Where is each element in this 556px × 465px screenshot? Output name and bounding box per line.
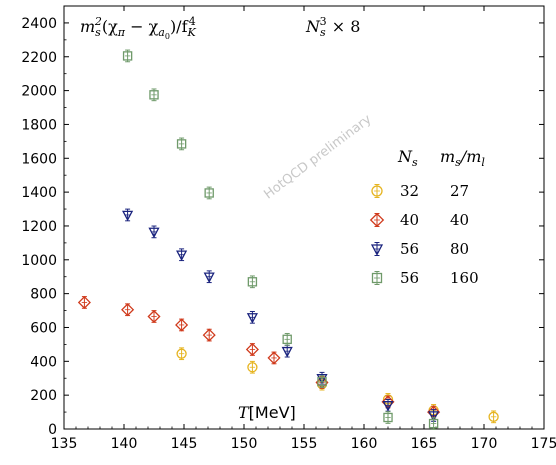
data-point [382, 398, 394, 412]
x-tick-label: 160 [351, 436, 378, 452]
data-point [122, 208, 134, 222]
watermark: HotQCD preliminary [261, 112, 374, 203]
x-tick-label: 155 [291, 436, 318, 452]
legend-header-ns: Ns [397, 147, 418, 169]
data-point [488, 410, 499, 424]
x-tick-label: 170 [471, 436, 498, 452]
legend: Ns ms/ml 32 27 40 40 56 80 56 160 [369, 147, 485, 287]
legend-ratio: 80 [450, 240, 469, 258]
data-point [175, 318, 189, 332]
data-point [247, 360, 258, 374]
y-tick-label: 2000 [21, 84, 57, 100]
legend-marker [371, 184, 383, 198]
x-tick-label: 140 [111, 436, 138, 452]
data-point [147, 309, 161, 324]
data-point [202, 328, 216, 342]
legend-ratio: 40 [450, 211, 469, 229]
y-tick-label: 1800 [21, 117, 57, 133]
y-tick-label: 200 [30, 388, 57, 404]
y-tick-label: 1400 [21, 185, 57, 201]
data-point [383, 411, 393, 424]
lattice-label: Ns3 × 8 [305, 15, 360, 39]
legend-header-ratio: ms/ml [440, 147, 485, 169]
legend-marker [369, 212, 385, 228]
y-tick-label: 0 [48, 422, 57, 438]
data-point [176, 137, 187, 151]
data-point [267, 351, 281, 365]
data-point [149, 88, 159, 102]
x-tick-label: 145 [171, 436, 198, 452]
data-point [176, 347, 187, 361]
data-point [77, 295, 91, 309]
x-tick-labels: 135 140 145 150 155 160 165 170 175 [51, 436, 556, 452]
data-point [282, 332, 292, 346]
series-56-80 [122, 208, 440, 422]
y-tick-label: 1000 [21, 253, 57, 269]
data-point [122, 49, 133, 63]
chart-title: ms2(χπ − χa0)/fK4 [80, 15, 197, 41]
data-point [428, 417, 439, 430]
x-tick-label: 175 [531, 436, 556, 452]
y-tick-label: 1600 [21, 151, 57, 167]
data-point [247, 275, 258, 289]
data-point [317, 375, 327, 388]
plot-area [63, 5, 545, 430]
y-tick-label: 800 [30, 287, 57, 303]
axis-ticks [63, 6, 545, 430]
data-point [148, 225, 160, 239]
x-axis-label: T[MeV] [238, 403, 296, 422]
y-tick-label: 1200 [21, 219, 57, 235]
data-point [281, 344, 293, 358]
data-point [245, 342, 259, 357]
data-point [204, 186, 214, 200]
legend-marker [370, 242, 384, 256]
legend-ratio: 160 [450, 269, 479, 287]
legend-marker [371, 271, 383, 285]
data-point [121, 303, 135, 317]
x-tick-label: 135 [51, 436, 78, 452]
y-tick-label: 600 [30, 320, 57, 336]
legend-ratio: 27 [450, 182, 469, 200]
data-point [246, 310, 258, 324]
x-tick-label: 165 [411, 436, 438, 452]
legend-ns: 32 [400, 182, 419, 200]
y-tick-label: 2400 [21, 16, 57, 32]
series-32-27 [176, 347, 499, 424]
series-40-40 [77, 295, 441, 419]
legend-ns: 56 [400, 269, 419, 287]
plot-border [63, 5, 545, 430]
x-tick-label: 150 [231, 436, 258, 452]
y-tick-label: 400 [30, 354, 57, 370]
data-point [203, 270, 215, 284]
legend-rows: 32 27 40 40 56 80 56 160 [369, 182, 479, 287]
data-point [176, 248, 188, 262]
legend-ns: 56 [400, 240, 419, 258]
y-tick-label: 2200 [21, 50, 57, 66]
data-marks [77, 49, 499, 430]
series-56-160 [122, 49, 439, 430]
y-tick-labels: 0 200 400 600 800 1000 1200 1400 1600 1800 2000 220… [21, 16, 57, 438]
legend-ns: 40 [400, 211, 419, 229]
